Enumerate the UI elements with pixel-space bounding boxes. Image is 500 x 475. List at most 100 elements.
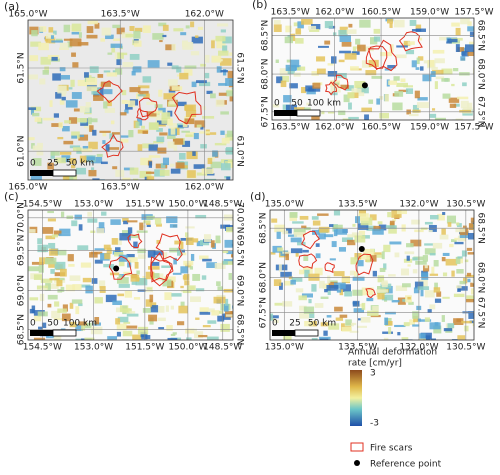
map-pixel: [185, 25, 190, 29]
map-pixel: [320, 296, 329, 299]
map-pixel: [453, 318, 464, 325]
scale-label: 50 km: [308, 319, 336, 329]
map-pixel: [112, 300, 122, 305]
panel-frame: [27, 209, 234, 341]
map-pixel: [315, 253, 321, 259]
map-pixel: [170, 305, 175, 310]
map-pixel: [215, 35, 226, 42]
map-pixel: [467, 252, 474, 255]
map-pixel: [407, 41, 415, 45]
fire-scar: [150, 252, 173, 283]
map-pixel: [289, 211, 298, 218]
map-pixel: [472, 277, 474, 284]
fire-scar: [365, 288, 376, 299]
map-pixel: [158, 327, 165, 330]
map-pixel: [48, 260, 55, 268]
map-pixel: [133, 297, 141, 300]
map-pixel: [107, 52, 113, 55]
map-pixel: [355, 38, 361, 45]
map-pixel: [28, 229, 36, 233]
map-pixel: [329, 258, 336, 261]
map-pixel: [183, 273, 190, 281]
map-pixel: [128, 130, 134, 138]
colorbar: [350, 370, 362, 426]
map-pixel: [451, 270, 455, 277]
map-pixel: [88, 141, 98, 150]
map-pixel: [71, 299, 83, 304]
map-pixel: [184, 280, 190, 286]
map-pixel: [57, 85, 67, 94]
map-pixel: [301, 293, 313, 298]
map-pixel: [59, 42, 69, 50]
map-pixel: [353, 308, 365, 313]
lon-label-top: 159.0°W: [410, 8, 449, 18]
map-pixel: [402, 283, 411, 288]
map-pixel: [170, 127, 176, 135]
map-pixel: [116, 277, 129, 284]
map-pixel: [302, 249, 309, 253]
map-pixel: [38, 264, 44, 273]
map-pixel: [42, 227, 54, 234]
map-pixel: [60, 286, 65, 292]
map-pixel: [389, 241, 402, 245]
map-pixel: [423, 265, 430, 272]
map-pixel: [39, 293, 45, 302]
lon-label-bottom: 159.0°W: [410, 123, 449, 133]
map-pixel: [387, 211, 392, 218]
map-pixel: [65, 100, 78, 108]
map-pixel: [111, 132, 120, 135]
map-pixel: [420, 66, 424, 71]
fire-scar: [155, 233, 183, 262]
map-pixel: [172, 272, 182, 275]
map-pixel: [47, 294, 58, 300]
map-pixel: [98, 280, 106, 289]
scale-bar-white: [52, 329, 77, 337]
map-pixel: [153, 110, 163, 114]
map-pixel: [47, 303, 52, 308]
panel-label: (c): [4, 190, 19, 203]
map-pixel: [162, 34, 167, 38]
map-pixel: [159, 132, 168, 136]
map-pixel: [47, 162, 54, 170]
map-pixel: [106, 99, 112, 107]
scale-bar-black: [272, 330, 295, 336]
lat-label-right: 68.0°N: [476, 262, 486, 293]
map-pixel: [382, 331, 393, 334]
map-pixel: [285, 228, 292, 234]
fire-scar: [365, 45, 388, 70]
map-pixel: [78, 134, 89, 141]
map-pixel: [110, 43, 123, 48]
map-pixel: [138, 254, 146, 259]
map-pixel: [137, 248, 146, 254]
lon-label-bottom: 163.5°W: [271, 123, 310, 133]
map-pixel: [441, 256, 446, 262]
map-pixel: [89, 66, 99, 73]
map-pixel: [50, 269, 55, 274]
map-pixel: [178, 305, 188, 314]
map-pixel: [447, 222, 452, 227]
map-pixel: [85, 285, 93, 294]
map-pixel: [388, 225, 397, 234]
map-pixel: [214, 262, 226, 270]
map-pixel: [196, 80, 207, 84]
map-pixel: [377, 221, 383, 225]
map-pixel: [150, 305, 159, 313]
map-pixel: [69, 275, 81, 282]
map-pixel: [185, 109, 197, 118]
map-pixel: [210, 161, 222, 169]
fire-scar: [325, 81, 338, 96]
map-pixel: [45, 257, 57, 265]
lon-label-bottom: 150.0°W: [168, 343, 207, 353]
map-pixel: [194, 120, 206, 128]
map-pixel: [348, 102, 352, 110]
map-pixel: [55, 92, 62, 99]
map-pixel: [71, 23, 82, 32]
map-pixel: [75, 306, 80, 315]
map-pixel: [424, 290, 435, 298]
map-pixel: [203, 234, 212, 242]
map-pixel: [148, 155, 161, 158]
map-pixel: [194, 331, 204, 339]
map-pixel: [78, 303, 83, 307]
map-pixel: [432, 49, 445, 54]
map-pixel: [393, 76, 400, 81]
